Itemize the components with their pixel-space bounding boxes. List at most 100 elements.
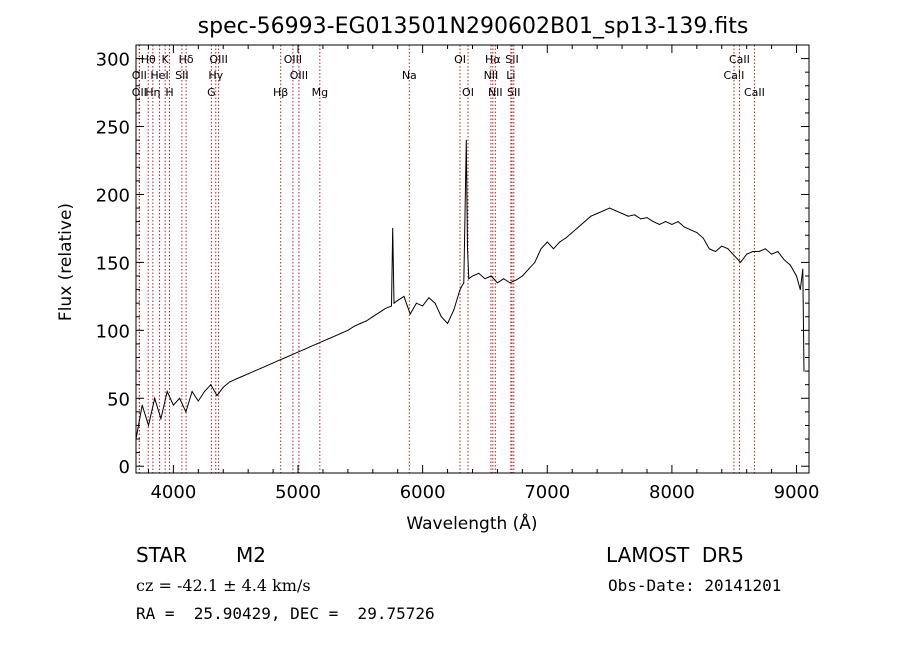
y-tick-label: 100: [96, 321, 130, 342]
object-class: STAR: [136, 543, 187, 567]
spectrum-point: [191, 390, 193, 392]
spectrum-point: [204, 390, 206, 392]
spectrum-point: [665, 221, 667, 223]
spectrum-point: [353, 325, 355, 327]
spectrum-point: [359, 323, 361, 325]
spectrum-series: [135, 139, 805, 440]
spectrum-point: [802, 268, 804, 270]
spectrum-point: [627, 215, 629, 217]
line-marker-label: SII: [507, 86, 520, 99]
spectrum-point: [646, 217, 648, 219]
line-marker-label: OIII: [290, 69, 308, 82]
spectrum-point: [509, 282, 511, 284]
spectrum-point: [764, 248, 766, 250]
spectrum-point: [341, 332, 343, 334]
spectrum-point: [708, 248, 710, 250]
line-marker-label: CaII: [724, 69, 745, 82]
spectrum-point: [559, 241, 561, 243]
y-tick-label: 250: [96, 118, 130, 139]
spectrum-point: [565, 237, 567, 239]
spectrum-point: [328, 337, 330, 339]
spectrum-point: [222, 386, 224, 388]
chart-title: spec-56993-EG013501N290602B01_sp13-139.f…: [198, 14, 749, 39]
spectrum-point: [671, 223, 673, 225]
spectrum-point: [584, 221, 586, 223]
spectrum-point: [503, 278, 505, 280]
line-marker-label: H: [165, 86, 173, 99]
spectrum-point: [297, 351, 299, 353]
spectrum-point: [534, 261, 536, 263]
x-tick-label: 8000: [649, 482, 695, 503]
spectrum-point: [715, 251, 717, 253]
line-marker-label: Hδ: [179, 53, 194, 66]
spectrum-point: [440, 316, 442, 318]
spectrum-point: [615, 210, 617, 212]
spectrum-point: [160, 418, 162, 420]
spectrum-point: [803, 370, 805, 372]
spectrum-point: [739, 261, 741, 263]
x-tick-label: 4000: [150, 482, 196, 503]
spectrum-point: [658, 223, 660, 225]
spectrum-point: [366, 320, 368, 322]
spectrum-point: [468, 278, 470, 280]
spectrum-point: [496, 282, 498, 284]
line-marker-label: SII: [505, 53, 518, 66]
spectrum-point: [247, 373, 249, 375]
spectrum-point: [390, 305, 392, 307]
line-marker-label: OIII: [284, 53, 302, 66]
spectrum-point: [403, 295, 405, 297]
spectrum-point: [721, 245, 723, 247]
spectrum-point: [378, 312, 380, 314]
spectrum-point: [596, 212, 598, 214]
spectrum-point: [602, 210, 604, 212]
line-marker-label: CaII: [729, 53, 750, 66]
spectrum-point: [634, 214, 636, 216]
spectrum-point: [789, 264, 791, 266]
spectrum-line: [135, 140, 805, 440]
spectrum-point: [384, 308, 386, 310]
spectrum-point: [415, 302, 417, 304]
spectrum-point: [783, 259, 785, 261]
line-marker-label: HeI: [150, 69, 168, 82]
line-marker-label: OI: [454, 53, 466, 66]
spectrum-point: [771, 253, 773, 255]
spectrum-point: [484, 278, 486, 280]
spectrum-point: [467, 248, 469, 250]
spectrum-point: [702, 237, 704, 239]
spectrum-point: [490, 275, 492, 277]
spectrum-point: [253, 370, 255, 372]
spectrum-point: [777, 251, 779, 253]
line-marker-label: Hβ: [273, 86, 288, 99]
line-marker-label: Na: [402, 69, 417, 82]
spectrum-point: [453, 309, 455, 311]
spectrum-point: [727, 248, 729, 250]
spectrum-point: [515, 279, 517, 281]
spectrum-point: [409, 313, 411, 315]
spectrum-point: [216, 395, 218, 397]
spectrum-point: [303, 348, 305, 350]
line-marker-label: SII: [175, 69, 188, 82]
line-marker-label: Mg: [312, 86, 328, 99]
y-tick-label: 0: [119, 457, 130, 478]
line-marker-label: NII: [488, 86, 503, 99]
spectrum-point: [278, 359, 280, 361]
spectrum-point: [746, 253, 748, 255]
line-marker-label: Hθ: [141, 53, 156, 66]
spectrum-point: [185, 411, 187, 413]
spectrum-point: [241, 376, 243, 378]
spectrum-point: [546, 241, 548, 243]
spectrum-point: [272, 362, 274, 364]
spectrum-point: [434, 302, 436, 304]
spectrum-point: [210, 384, 212, 386]
line-marker-label: OIII: [209, 53, 227, 66]
spectrum-point: [696, 232, 698, 234]
spectrum-point: [528, 268, 530, 270]
x-axis-label: Wavelength (Å): [406, 512, 537, 534]
spectrum-point: [397, 299, 399, 301]
x-tick-label: 7000: [524, 482, 570, 503]
spectrum-point: [652, 221, 654, 223]
spectrum-point: [447, 323, 449, 325]
line-marker-label: Hγ: [208, 69, 223, 82]
line-marker-label: Li: [506, 69, 515, 82]
spectrum-point: [472, 275, 473, 277]
